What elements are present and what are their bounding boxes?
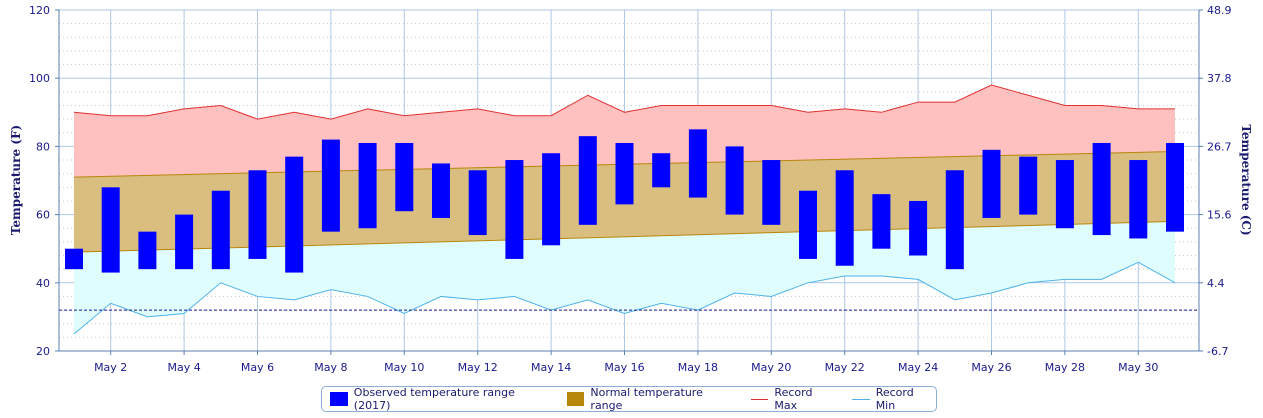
observed-bar xyxy=(1055,160,1074,229)
observed-bar xyxy=(578,136,597,225)
observed-bar xyxy=(285,156,304,273)
observed-bar xyxy=(1092,142,1111,236)
x-tick-label: May 30 xyxy=(1118,361,1158,374)
observed-bars xyxy=(65,129,1184,273)
record-min-line xyxy=(73,261,1176,335)
y-left-tick-label: 60 xyxy=(36,209,50,222)
x-tick-label: May 2 xyxy=(94,361,127,374)
legend-item-record-max[interactable]: Record Max xyxy=(750,386,838,412)
observed-bar xyxy=(1129,160,1148,239)
legend-swatch-observed xyxy=(330,392,348,406)
legend-item-record-min[interactable]: Record Min xyxy=(851,386,936,412)
observed-bar xyxy=(432,163,450,219)
observed-bar xyxy=(101,187,120,273)
legend-swatch-record-max xyxy=(750,398,769,400)
y-left-tick-label: 40 xyxy=(36,277,50,290)
y-right-tick-label: 48.9 xyxy=(1207,4,1232,17)
x-tick-label: May 28 xyxy=(1045,361,1085,374)
record-min-area xyxy=(74,221,1175,334)
record-max-line xyxy=(73,84,1175,120)
y-right-axis-title: Temperature (C) xyxy=(1239,124,1253,235)
observed-bar xyxy=(505,160,524,259)
observed-bar xyxy=(65,248,83,270)
x-tick-label: May 10 xyxy=(384,361,424,374)
temperature-chart: 20 40 60 80 100 120 -6.7 4.4 15.6 26.7 37.8 48.9 May… xyxy=(9,4,1253,374)
x-tick-label: May 18 xyxy=(678,361,718,374)
axes: 20 40 60 80 100 120 -6.7 4.4 15.6 26.7 37.8 48.9 May… xyxy=(29,4,1232,374)
observed-bar xyxy=(615,142,634,205)
record-lines xyxy=(59,84,1199,335)
observed-bar xyxy=(138,231,157,270)
legend-item-observed[interactable]: Observed temperature range (2017) xyxy=(330,386,553,412)
x-tick-label: May 8 xyxy=(314,361,347,374)
x-tick-label: May 20 xyxy=(751,361,791,374)
x-tick-label: May 6 xyxy=(241,361,274,374)
observed-bar xyxy=(395,142,414,212)
y-left-axis-title: Temperature (F) xyxy=(9,125,23,235)
x-tick-label: May 14 xyxy=(531,361,571,374)
legend-swatch-record-min xyxy=(851,398,870,400)
x-tick-label: May 22 xyxy=(825,361,865,374)
observed-bar xyxy=(542,153,561,246)
observed-bar xyxy=(762,160,781,225)
x-tick-label: May 4 xyxy=(167,361,200,374)
y-left-tick-label: 80 xyxy=(36,140,50,153)
y-right-tick-label: -6.7 xyxy=(1207,345,1228,358)
observed-bar xyxy=(248,170,267,259)
y-right-tick-label: 4.4 xyxy=(1207,277,1225,290)
observed-bar xyxy=(872,194,891,249)
observed-bar xyxy=(835,170,854,266)
observed-bar xyxy=(799,190,817,259)
legend-label-record-min: Record Min xyxy=(875,386,914,412)
y-left-tick-label: 100 xyxy=(29,72,50,85)
legend-label-record-max: Record Max xyxy=(774,386,813,412)
y-right-tick-label: 37.8 xyxy=(1207,72,1232,85)
y-left-tick-label: 120 xyxy=(29,4,50,17)
observed-bar xyxy=(1166,142,1184,232)
x-tick-label: May 16 xyxy=(604,361,644,374)
observed-bar xyxy=(688,129,707,198)
observed-bar xyxy=(725,146,744,215)
legend-item-normal[interactable]: Normal temperature range xyxy=(566,386,737,412)
observed-bar xyxy=(652,153,671,188)
observed-bar xyxy=(982,149,1001,219)
x-tick-label: May 26 xyxy=(971,361,1011,374)
observed-bar xyxy=(358,142,377,229)
observed-bar xyxy=(945,170,964,270)
legend-swatch-normal xyxy=(566,392,585,406)
x-tick-label: May 12 xyxy=(458,361,498,374)
y-right-tick-label: 26.7 xyxy=(1207,140,1232,153)
record-max-area xyxy=(74,85,1175,178)
x-tick-label: May 24 xyxy=(898,361,938,374)
observed-bar xyxy=(909,200,928,256)
y-left-tick-label: 20 xyxy=(36,345,50,358)
legend: Observed temperature range (2017) Normal… xyxy=(321,386,937,412)
observed-bar xyxy=(211,190,230,270)
legend-label-normal: Normal temperature range xyxy=(590,386,703,412)
y-right-tick-label: 15.6 xyxy=(1207,209,1232,222)
observed-bar xyxy=(468,170,487,236)
observed-bar xyxy=(1019,156,1038,215)
legend-label-observed: Observed temperature range (2017) xyxy=(353,386,515,412)
observed-bar xyxy=(175,214,194,270)
observed-bar xyxy=(321,139,340,232)
